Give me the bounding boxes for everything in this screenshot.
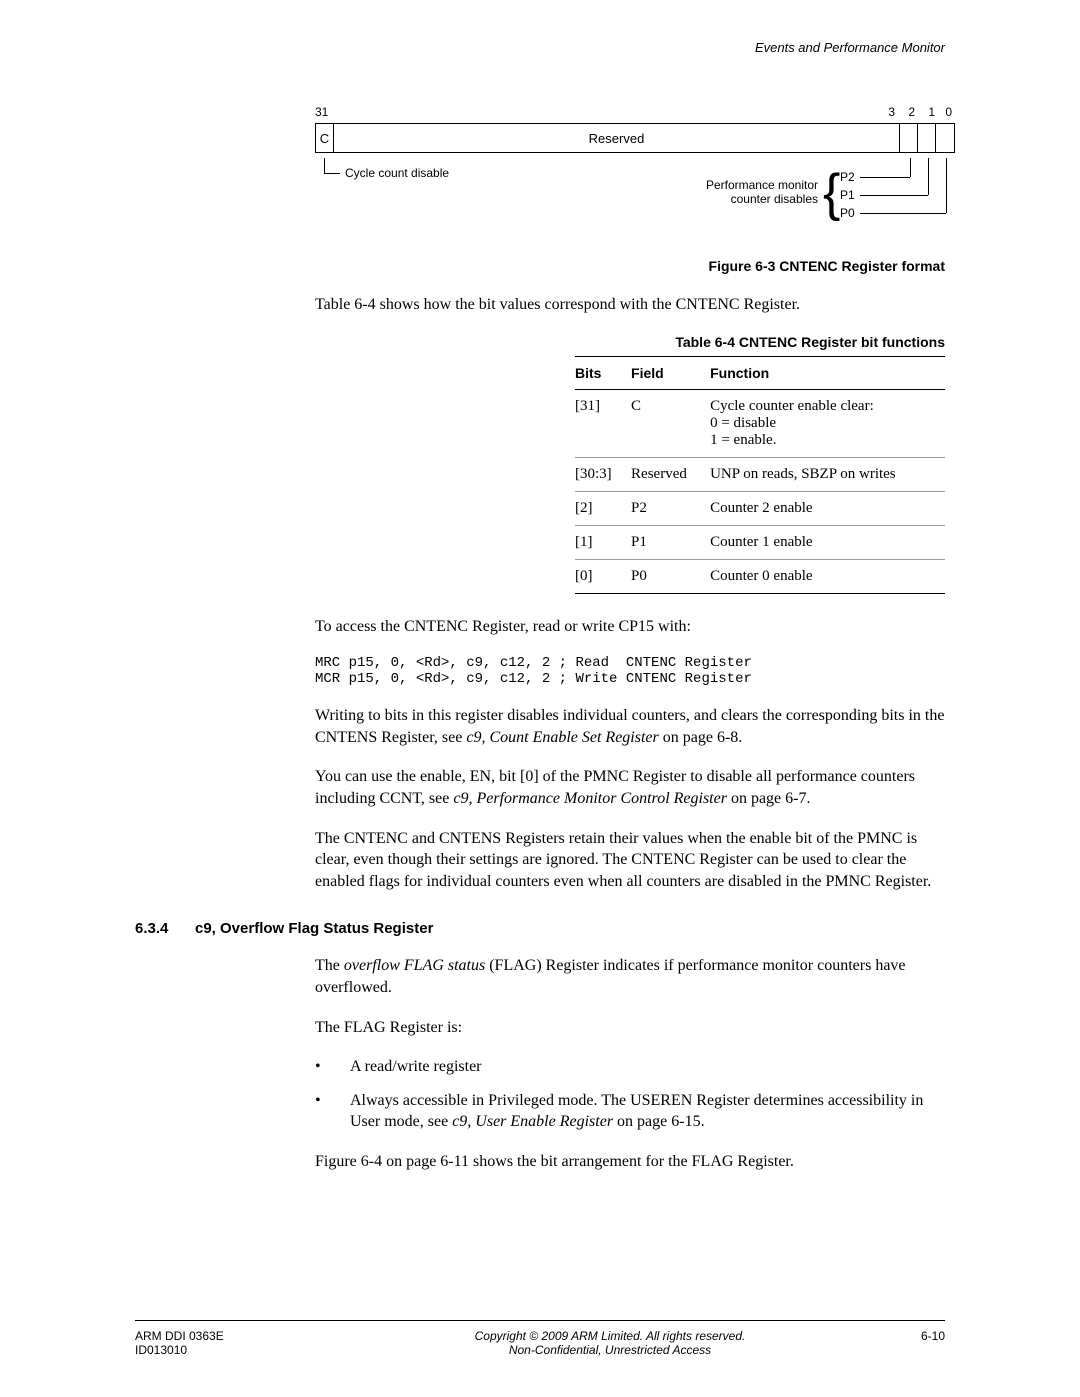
cell-bits: [1] [575, 525, 631, 559]
cell-function: UNP on reads, SBZP on writes [710, 457, 945, 491]
p1-label: P1 [840, 188, 855, 202]
p0-label: P0 [840, 206, 855, 220]
ref-link: c9, User Enable Register [452, 1113, 613, 1130]
table-row: [1] P1 Counter 1 enable [575, 525, 945, 559]
cell-bits: [0] [575, 559, 631, 593]
col-field: Field [631, 356, 710, 389]
table-row: [2] P2 Counter 2 enable [575, 491, 945, 525]
code-line: MRC p15, 0, <Rd>, c9, c12, 2 ; Read CNTE… [315, 655, 752, 671]
bit-label-3: 3 [888, 105, 895, 119]
cell-function: Counter 2 enable [710, 491, 945, 525]
cell-p0 [936, 124, 954, 152]
text-span: on page 6-8. [659, 729, 743, 746]
bit-label-1: 1 [928, 105, 935, 119]
cell-function: Counter 0 enable [710, 559, 945, 593]
func-line: Cycle counter enable clear: [710, 398, 874, 414]
text-span: on page 6-7. [727, 790, 811, 807]
bit-label-0: 0 [945, 105, 952, 119]
list-item: • A read/write register [315, 1056, 945, 1078]
footer-right: 6-10 [845, 1329, 945, 1357]
col-bits: Bits [575, 356, 631, 389]
cell-p1 [918, 124, 936, 152]
cell-function: Counter 1 enable [710, 525, 945, 559]
ref-link: c9, Count Enable Set Register [466, 729, 658, 746]
cell-bits: [2] [575, 491, 631, 525]
confidentiality: Non-Confidential, Unrestricted Access [509, 1343, 711, 1357]
func-line: 1 = enable. [710, 432, 776, 448]
code-block: MRC p15, 0, <Rd>, c9, c12, 2 ; Read CNTE… [315, 655, 945, 687]
cell-c: C [316, 124, 334, 152]
table-row: [31] C Cycle counter enable clear: 0 = d… [575, 389, 945, 457]
cell-field: P0 [631, 559, 710, 593]
table-row: [30:3] Reserved UNP on reads, SBZP on wr… [575, 457, 945, 491]
paragraph-6: Figure 6-4 on page 6-11 shows the bit ar… [315, 1151, 945, 1173]
diagram-annotations: Cycle count disable Performance monitor … [315, 158, 955, 238]
bit-label-2: 2 [908, 105, 915, 119]
doc-id: ARM DDI 0363E [135, 1329, 224, 1343]
intro-text: Table 6-4 shows how the bit values corre… [315, 294, 945, 316]
paragraph-4: The overflow FLAG status (FLAG) Register… [315, 955, 945, 998]
cell-field: Reserved [631, 457, 710, 491]
footer-center: Copyright © 2009 ARM Limited. All rights… [375, 1329, 845, 1357]
func-line: 0 = disable [710, 415, 776, 431]
cell-field: C [631, 389, 710, 457]
ref-link: c9, Performance Monitor Control Register [453, 790, 727, 807]
table-row: [0] P0 Counter 0 enable [575, 559, 945, 593]
cycle-count-disable-label: Cycle count disable [345, 166, 449, 180]
table-header-row: Bits Field Function [575, 356, 945, 389]
access-text: To access the CNTENC Register, read or w… [315, 616, 945, 638]
section-number: 6.3.4 [135, 920, 195, 937]
cell-p2 [900, 124, 918, 152]
cell-field: P1 [631, 525, 710, 559]
section-title: c9, Overflow Flag Status Register [195, 920, 433, 937]
bit-label-31: 31 [315, 105, 328, 119]
register-box: C Reserved [315, 123, 955, 153]
text-span: on page 6-15. [613, 1113, 705, 1130]
perf-monitor-label: Performance monitor counter disables [683, 178, 818, 206]
page-footer: ARM DDI 0363E ID013010 Copyright © 2009 … [135, 1320, 945, 1357]
bit-functions-table: Bits Field Function [31] C Cycle counter… [575, 356, 945, 594]
bullet-icon: • [315, 1090, 350, 1133]
page-header: Events and Performance Monitor [135, 40, 945, 55]
section-heading: 6.3.4 c9, Overflow Flag Status Register [135, 920, 945, 937]
doc-id-2: ID013010 [135, 1343, 187, 1357]
list-text: A read/write register [350, 1056, 482, 1078]
italic-term: overflow FLAG status [344, 957, 485, 974]
cell-bits: [31] [575, 389, 631, 457]
footer-left: ARM DDI 0363E ID013010 [135, 1329, 375, 1357]
table-caption: Table 6-4 CNTENC Register bit functions [135, 334, 945, 350]
cell-bits: [30:3] [575, 457, 631, 491]
cell-function: Cycle counter enable clear: 0 = disable … [710, 389, 945, 457]
bullet-icon: • [315, 1056, 350, 1078]
paragraph-5: The FLAG Register is: [315, 1017, 945, 1039]
pm-label-line1: Performance monitor [706, 178, 818, 192]
paragraph-2: You can use the enable, EN, bit [0] of t… [315, 766, 945, 809]
cell-reserved: Reserved [334, 124, 900, 152]
paragraph-3: The CNTENC and CNTENS Registers retain t… [315, 828, 945, 893]
cell-field: P2 [631, 491, 710, 525]
figure-caption: Figure 6-3 CNTENC Register format [135, 258, 945, 274]
list-item: • Always accessible in Privileged mode. … [315, 1090, 945, 1133]
list-text: Always accessible in Privileged mode. Th… [350, 1090, 945, 1133]
brace-icon: { [823, 168, 840, 218]
register-diagram: 31 3 2 1 0 C Reserved Cycle count disabl… [315, 105, 955, 238]
bullet-list: • A read/write register • Always accessi… [315, 1056, 945, 1133]
p2-label: P2 [840, 170, 855, 184]
code-line: MCR p15, 0, <Rd>, c9, c12, 2 ; Write CNT… [315, 671, 752, 687]
pm-label-line2: counter disables [731, 192, 818, 206]
col-function: Function [710, 356, 945, 389]
copyright: Copyright © 2009 ARM Limited. All rights… [475, 1329, 746, 1343]
paragraph-1: Writing to bits in this register disable… [315, 705, 945, 748]
text-span: The [315, 957, 344, 974]
